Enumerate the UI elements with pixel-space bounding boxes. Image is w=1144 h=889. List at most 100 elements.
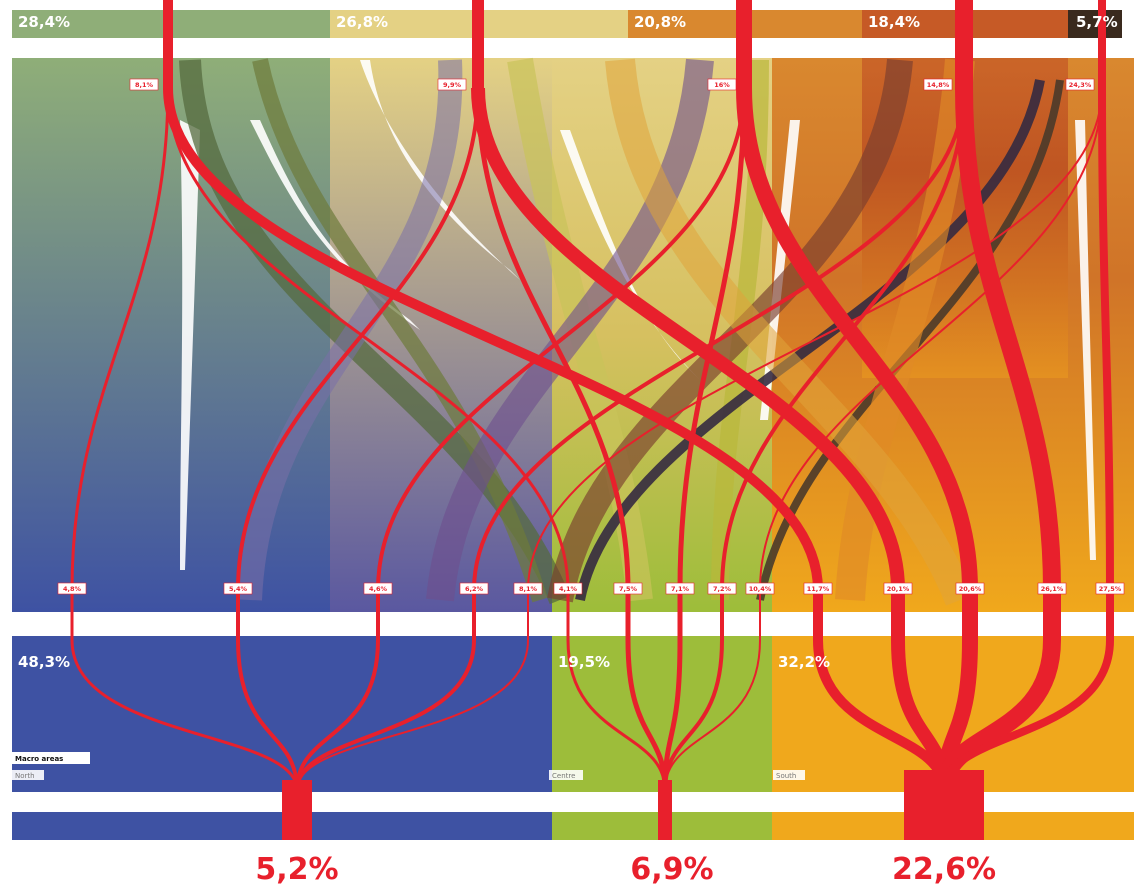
flow-ribbon xyxy=(507,57,653,602)
flow-tag-box xyxy=(883,582,913,595)
rate-flow xyxy=(664,590,761,791)
top-pct-label: 28,4% xyxy=(18,13,70,31)
flow-tag-box xyxy=(1095,582,1125,595)
flow-tag-box xyxy=(57,582,87,595)
ribbon-gap xyxy=(180,120,200,570)
flow-tag-box xyxy=(613,582,643,595)
area-name-box xyxy=(549,770,583,780)
flow-tag-box xyxy=(223,582,253,595)
rate-tag: 9,9% xyxy=(443,81,462,89)
rate-flow xyxy=(236,87,480,591)
rate-tag-box xyxy=(437,78,467,91)
flow-ribbon xyxy=(238,59,463,601)
rate-flow xyxy=(472,87,966,591)
flow-tag: 5,4% xyxy=(229,585,248,593)
rate-flow xyxy=(663,590,724,791)
rate-flow xyxy=(677,87,747,591)
rate-tag: 16% xyxy=(714,81,730,89)
rate-flow-source xyxy=(472,0,484,90)
flow-tag: 7,1% xyxy=(671,585,690,593)
flow-tag-box xyxy=(363,582,393,595)
flow-ribbon xyxy=(547,58,913,603)
top-pct-label: 5,7% xyxy=(1076,13,1118,31)
flow-ribbon xyxy=(575,79,1045,601)
flow-tag-box xyxy=(707,582,737,595)
rate-flow xyxy=(236,590,299,791)
rate-tag-box xyxy=(707,78,737,91)
rate-flow-node xyxy=(658,780,672,840)
top-pct-label: 26,8% xyxy=(336,13,388,31)
area-name-box xyxy=(773,770,805,780)
rate-flow xyxy=(163,87,823,591)
separator-band xyxy=(12,614,1134,636)
flow-tag: 4,1% xyxy=(559,585,578,593)
flow-tag-box xyxy=(513,582,543,595)
rate-flow xyxy=(527,87,1103,591)
flow-tag: 27,5% xyxy=(1099,585,1122,593)
flow-tags: 8,1% 9,9% 16% 14,8% 24,3% 4,8% 5,4% 4,6% 6,2% 8,1… xyxy=(57,78,1125,595)
flow-tag: 4,8% xyxy=(63,585,82,593)
area-name-south: South xyxy=(776,772,796,780)
rate-tag: 24,3% xyxy=(1069,81,1092,89)
flow-tag: 7,2% xyxy=(713,585,732,593)
flow-background xyxy=(12,58,330,612)
rate-flow xyxy=(471,87,905,591)
flow-tag: 4,6% xyxy=(369,585,388,593)
flow-tag: 11,7% xyxy=(807,585,830,593)
bottom-rate-label: 6,9% xyxy=(630,852,713,887)
macro-pct-label: 32,2% xyxy=(778,653,830,671)
ribbon-gap xyxy=(1075,120,1096,560)
rate-flow xyxy=(625,590,668,791)
flow-tag-box xyxy=(955,582,985,595)
rate-flow-source xyxy=(736,0,752,90)
rate-flow xyxy=(566,590,667,791)
rate-flow xyxy=(955,87,1061,591)
rate-tag: 14,8% xyxy=(927,81,950,89)
flow-tag: 10,4% xyxy=(749,585,772,593)
area-name-centre: Centre xyxy=(552,772,575,780)
rate-flow xyxy=(70,590,299,791)
flow-tag-box xyxy=(803,582,833,595)
legend-box xyxy=(12,752,90,764)
rate-flow xyxy=(475,87,631,591)
legend-title: Macro areas xyxy=(15,755,63,763)
rate-flow-node xyxy=(904,770,984,840)
flow-tag: 26,1% xyxy=(1041,585,1064,593)
macro-pct-label: 48,3% xyxy=(18,653,70,671)
flow-tag: 8,1% xyxy=(519,585,538,593)
flow-ribbons xyxy=(179,57,1064,606)
flow-tag: 7,5% xyxy=(619,585,638,593)
rate-tag-box xyxy=(1065,78,1095,91)
rate-tag-box xyxy=(129,78,159,91)
rate-flow-node xyxy=(282,780,312,840)
top-pct-label: 18,4% xyxy=(868,13,920,31)
ribbon-gap xyxy=(250,120,420,330)
separator-band xyxy=(12,40,1134,56)
flow-ribbon xyxy=(605,58,974,606)
rate-tag-box xyxy=(923,78,953,91)
area-name-north: North xyxy=(15,772,35,780)
rate-flow xyxy=(70,87,170,591)
rate-flow xyxy=(166,87,570,591)
rate-flow xyxy=(720,87,966,591)
rate-flow xyxy=(376,87,746,591)
rate-flow xyxy=(736,87,978,591)
area-name-box xyxy=(12,770,44,780)
flow-tag: 20,6% xyxy=(959,585,982,593)
rate-flow xyxy=(1098,87,1114,591)
macro-pct-label: 19,5% xyxy=(558,653,610,671)
flow-tag-box xyxy=(665,582,695,595)
rate-flow-source xyxy=(955,0,973,90)
rate-flow xyxy=(295,590,476,791)
bottom-rate-label: 22,6% xyxy=(892,852,996,887)
top-pct-label: 20,8% xyxy=(634,13,686,31)
flow-ribbon xyxy=(426,58,714,602)
ribbon-gap xyxy=(560,130,700,380)
flow-tag: 6,2% xyxy=(465,585,484,593)
flow-tag: 20,1% xyxy=(887,585,910,593)
flow-tag-box xyxy=(553,582,583,595)
rate-tag: 8,1% xyxy=(135,81,154,89)
rate-flow-source xyxy=(1098,0,1106,90)
rate-flow-source xyxy=(163,0,173,90)
